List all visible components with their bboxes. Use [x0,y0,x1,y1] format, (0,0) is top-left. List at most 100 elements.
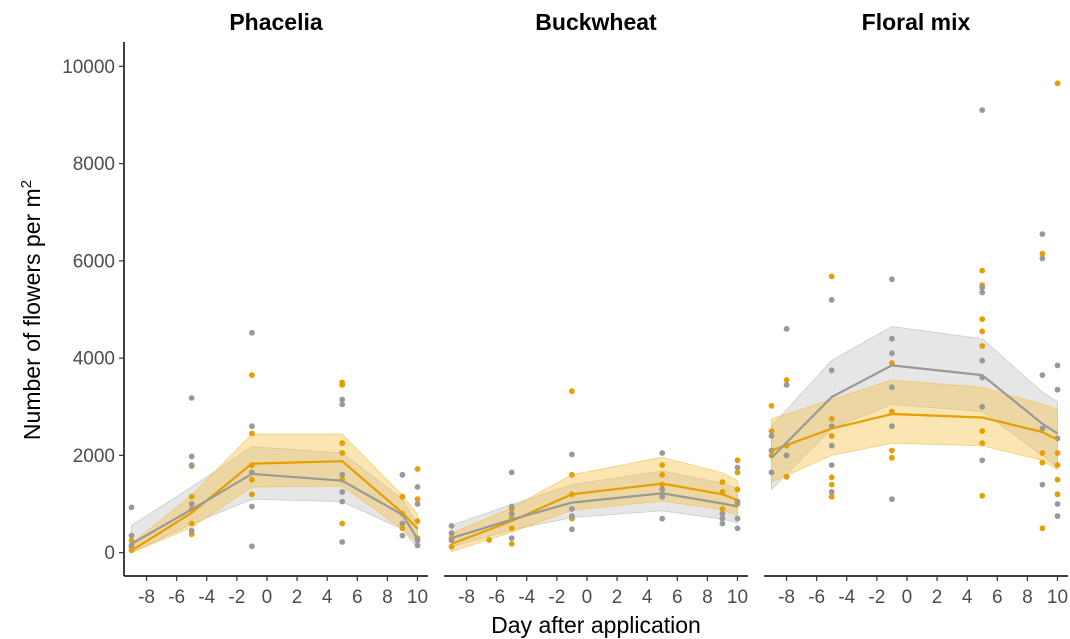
data-point-grey [828,489,835,495]
y-tick-label: 2000 [73,446,115,467]
data-point-grey [1039,425,1046,432]
data-point-grey [734,464,741,471]
data-point-grey [249,503,255,510]
x-tick-label: 4 [642,587,653,608]
x-axis: -8 -6 -4 -2 0 2 4 6 8 10 [444,575,748,608]
data-point-orange [734,469,741,476]
data-point-grey [508,535,515,541]
x-tick-label: -4 [838,587,855,608]
data-point-orange [889,454,895,461]
x-tick-label: -4 [198,587,215,608]
data-point-grey [569,526,575,533]
x-tick-label: 6 [672,587,683,608]
panel-title: Phacelia [229,9,323,35]
x-tick-label: 6 [352,587,363,608]
data-point-grey [448,530,455,537]
x-tick-label: 2 [612,587,623,608]
data-point-orange [828,474,835,481]
data-point-grey [889,276,895,283]
data-point-orange [414,496,421,503]
y-tick-label: 6000 [73,251,115,272]
data-point-orange [508,541,515,547]
mean-line-orange [451,482,738,545]
x-tick-label: 10 [727,587,748,608]
data-point-orange [979,428,986,434]
x-tick-label: 8 [382,587,393,608]
x-tick-label: -6 [808,587,825,608]
data-point-grey [339,489,346,495]
data-point-grey [249,329,255,336]
data-point-grey [569,506,575,512]
x-tick-label: -2 [548,587,565,608]
data-point-grey [414,501,421,507]
data-point-orange [768,428,775,434]
data-point-grey [569,451,575,458]
data-point-orange [979,343,986,349]
data-point-orange [768,402,775,409]
data-point-grey [828,367,835,374]
data-point-orange [399,493,406,500]
data-point-grey [979,107,986,113]
data-point-grey [1054,362,1061,369]
x-tick-label: 6 [992,587,1003,608]
data-point-orange [508,525,515,532]
x-tick-label: 10 [407,587,428,608]
data-point-grey [659,450,666,456]
data-point-grey [508,469,515,476]
data-point-grey [339,471,346,478]
x-axis-label: Day after application [491,612,701,638]
data-point-grey [414,537,421,544]
data-point-grey [889,350,895,357]
data-point-orange [979,316,986,323]
data-point-orange [1054,462,1061,468]
x-tick-label: 2 [932,587,943,608]
data-point-orange [828,493,835,500]
data-point-orange [828,433,835,439]
x-tick-label: -4 [518,587,535,608]
data-point-grey [399,471,406,478]
data-point-grey [1054,386,1061,393]
x-tick-label: 4 [322,587,333,608]
data-point-grey [188,395,195,401]
data-point-grey [783,382,790,388]
data-point-orange [659,462,666,468]
x-tick-label: 10 [1047,587,1068,608]
data-point-grey [249,423,255,430]
data-point-grey [128,504,135,511]
data-point-orange [188,520,195,527]
confidence-band-orange [771,379,1058,483]
data-point-orange [719,479,726,485]
data-point-orange [339,379,346,386]
data-point-grey [768,433,775,439]
data-point-orange [249,372,255,378]
data-point-grey [659,493,666,500]
data-point-grey [339,498,346,505]
x-tick-label: 0 [262,587,273,608]
data-point-grey [414,484,421,490]
data-point-orange [569,471,575,478]
panel-floral-mix: Floral mix -8 -6 -4 -2 0 2 4 6 8 10 [764,9,1068,608]
data-point-orange [828,416,835,422]
y-axis-label: Number of flowers per m2 [18,180,45,440]
data-point-grey [889,496,895,503]
data-point-grey [828,442,835,449]
data-point-grey [979,457,986,464]
data-point-orange [719,506,726,512]
mean-line-grey [130,472,419,545]
data-point-orange [979,492,986,499]
data-point-orange [828,481,835,488]
data-point-grey [508,503,515,510]
y-axis: 0 2000 4000 6000 8000 10000 [62,42,125,576]
data-point-orange [734,457,741,464]
data-point-grey [783,452,790,459]
panel-title: Buckwheat [535,9,657,35]
data-point-orange [734,486,741,493]
data-point-orange [399,525,406,532]
data-point-grey [889,335,895,342]
data-point-orange [1054,80,1061,87]
data-point-grey [1039,231,1046,238]
x-tick-label: -8 [778,587,795,608]
data-point-orange [249,476,255,483]
x-axis: -8 -6 -4 -2 0 2 4 6 8 10 [764,575,1068,608]
data-point-grey [188,527,195,534]
